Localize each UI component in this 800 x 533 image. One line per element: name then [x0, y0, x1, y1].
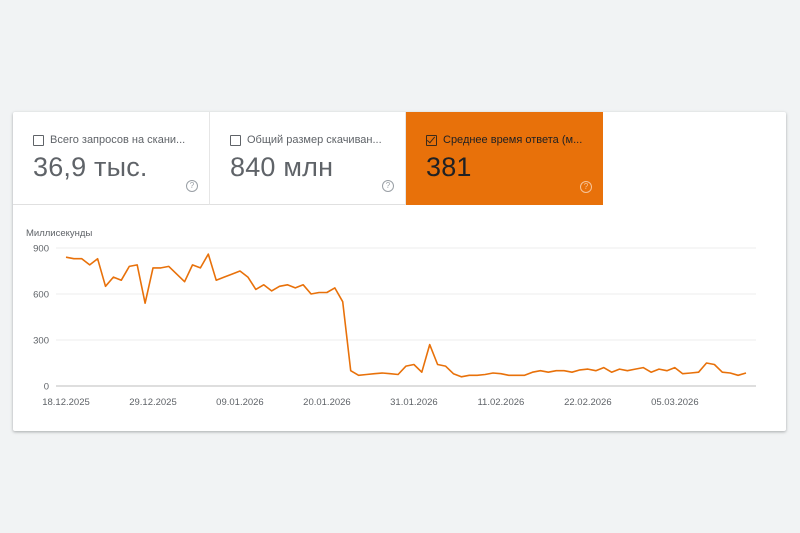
y-tick-label: 900 — [33, 244, 49, 255]
metric-tile-download-size[interactable]: Общий размер скачиван... 840 млн ? — [210, 112, 406, 205]
y-axis-label: Миллисекунды — [26, 228, 92, 239]
tile-label: Всего запросов на скани... — [50, 134, 186, 146]
x-tick-label: 11.02.2026 — [477, 397, 524, 408]
tile-value: 36,9 тыс. — [33, 152, 148, 182]
tile-label: Общий размер скачиван... — [247, 134, 382, 146]
x-tick-label: 05.03.2026 — [651, 397, 699, 408]
help-icon[interactable]: ? — [580, 181, 592, 193]
tile-label: Среднее время ответа (м... — [443, 134, 583, 146]
response-time-chart: Миллисекунды 0 300 600 900 18.12.2025 29.12.… — [13, 205, 786, 431]
crawl-stats-card: Всего запросов на скани... 36,9 тыс. ? О… — [13, 112, 786, 431]
x-tick-label: 22.02.2026 — [564, 397, 612, 408]
tile-value: 840 млн — [230, 152, 334, 182]
y-tick-label: 600 — [33, 290, 49, 301]
chart-svg: Миллисекунды 0 300 600 900 18.12.2025 29.12.… — [26, 228, 756, 408]
help-icon[interactable]: ? — [186, 180, 198, 192]
x-tick-label: 31.01.2026 — [390, 397, 438, 408]
metric-tile-avg-response-time[interactable]: Среднее время ответа (м... 381 ? — [406, 112, 603, 205]
checkbox-icon[interactable] — [230, 134, 241, 146]
y-tick-label: 300 — [33, 336, 49, 347]
help-icon[interactable]: ? — [382, 180, 394, 192]
metric-tiles: Всего запросов на скани... 36,9 тыс. ? О… — [13, 112, 786, 205]
y-tick-label: 0 — [44, 382, 49, 393]
x-tick-label: 20.01.2026 — [303, 397, 351, 408]
x-tick-label: 29.12.2025 — [129, 397, 177, 408]
response-time-series-line — [65, 253, 747, 378]
tile-value: 381 — [426, 152, 472, 182]
x-tick-label: 09.01.2026 — [216, 397, 264, 408]
metric-tile-total-requests[interactable]: Всего запросов на скани... 36,9 тыс. ? — [13, 112, 210, 205]
checkmark-icon — [426, 134, 436, 143]
checkbox-checked-icon[interactable] — [426, 134, 437, 146]
x-tick-label: 18.12.2025 — [42, 397, 90, 408]
checkbox-icon[interactable] — [33, 134, 44, 146]
